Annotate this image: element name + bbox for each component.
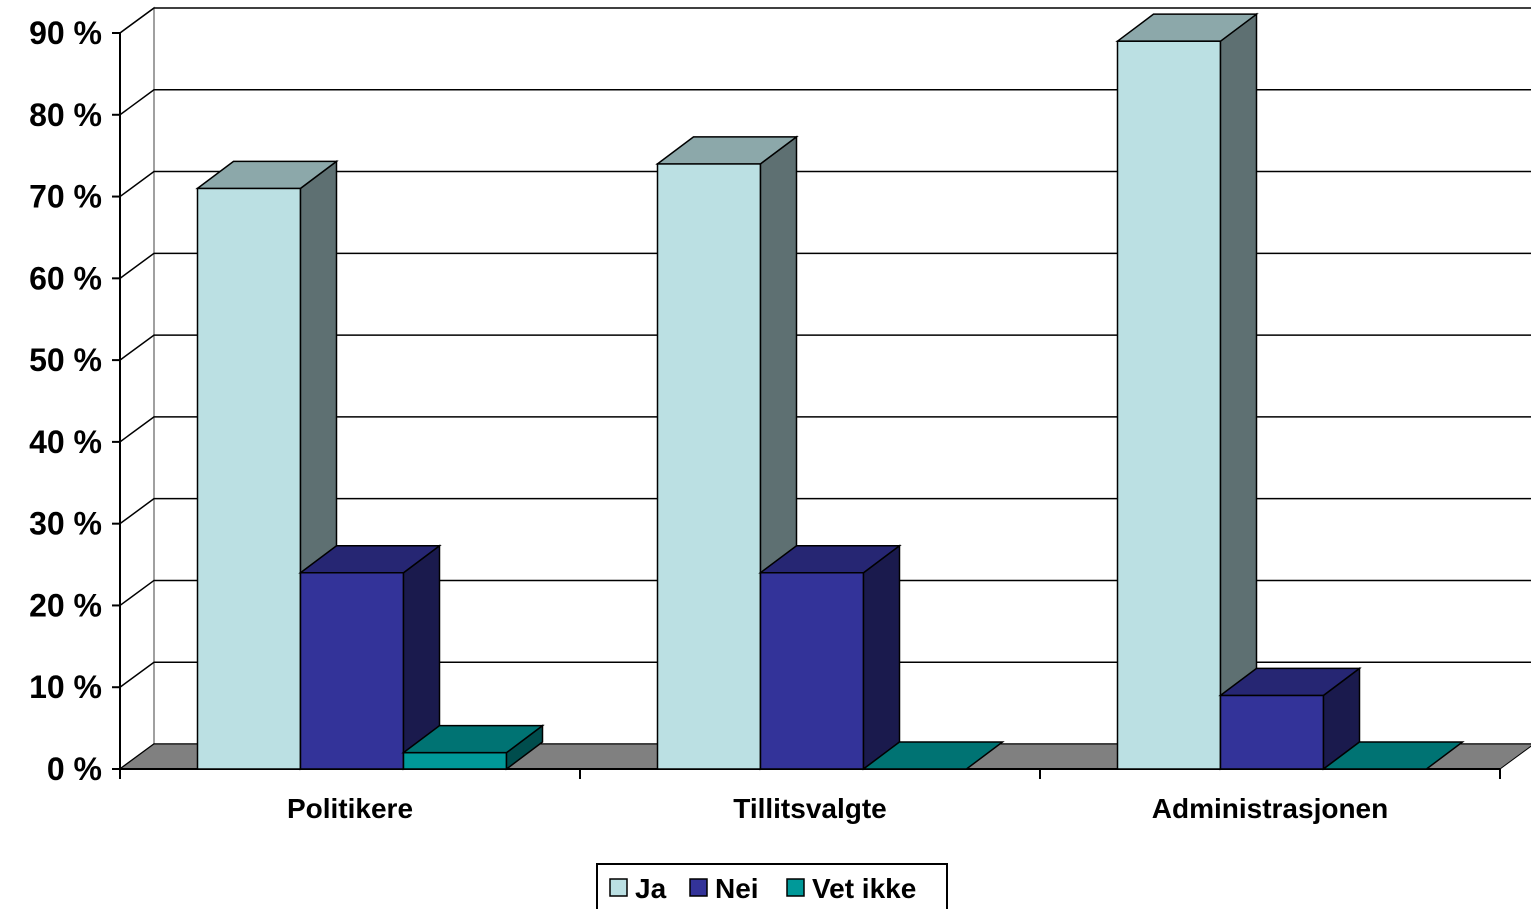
- legend-label: Vet ikke: [812, 873, 916, 904]
- category-label: Administrasjonen: [1152, 793, 1388, 824]
- gridline: [119, 7, 1531, 34]
- bar-top: [298, 544, 442, 574]
- y-tick-label: 30 %: [29, 506, 102, 542]
- gridline: [119, 252, 1531, 279]
- bar-top: [1218, 667, 1362, 697]
- bar-nei: [298, 544, 442, 771]
- bar-vet-ikke: [861, 741, 1005, 770]
- legend-swatch: [689, 878, 708, 897]
- y-tick-label: 60 %: [29, 260, 102, 296]
- bar-top: [758, 544, 902, 574]
- bar-nei: [1218, 666, 1362, 771]
- bar-side: [1219, 12, 1258, 771]
- y-tick-label: 90 %: [29, 15, 102, 51]
- y-tick-labels: 0 % 10 % 20 % 30 % 40 % 50 % 60 % 70 % 80 % 90 %: [29, 15, 102, 787]
- category-label: Politikere: [287, 793, 413, 824]
- gridline: [119, 334, 1531, 361]
- bar-front: [1219, 694, 1325, 770]
- bar-vet-ikke: [1321, 741, 1465, 770]
- y-tick-label: 0 %: [47, 751, 102, 787]
- gridline: [119, 89, 1531, 116]
- bar-top: [1321, 741, 1465, 770]
- y-tick-label: 40 %: [29, 424, 102, 460]
- bar-front: [196, 187, 302, 770]
- bar-front: [299, 571, 405, 770]
- side-wall: [119, 6, 155, 771]
- bar-top: [861, 741, 1005, 770]
- bar-front: [1116, 40, 1222, 770]
- y-tick-label: 70 %: [29, 179, 102, 215]
- bar-vet-ikke: [401, 724, 545, 771]
- gridline: [119, 661, 1531, 688]
- bars: [195, 12, 1465, 771]
- gridline: [119, 497, 1531, 525]
- bar-top: [401, 724, 545, 754]
- legend-label: Nei: [715, 873, 759, 904]
- bar-nei: [758, 544, 902, 771]
- bar-top: [1115, 13, 1259, 42]
- bar-top: [655, 136, 799, 165]
- legend-swatch: [786, 878, 805, 897]
- bar-front: [759, 571, 865, 770]
- y-tick-label: 10 %: [29, 669, 102, 705]
- bar-top: [195, 160, 339, 190]
- bar-ja: [1115, 12, 1259, 771]
- legend-label: Ja: [635, 873, 667, 904]
- gridline: [119, 170, 1531, 198]
- legend-box: [596, 863, 948, 909]
- legend-swatch: [609, 878, 628, 897]
- bar-front: [656, 163, 762, 770]
- category-label: Tillitsvalgte: [733, 793, 887, 824]
- y-tick-label: 20 %: [29, 587, 102, 623]
- gridline: [119, 416, 1531, 443]
- bar-front: [402, 751, 508, 770]
- x-category-labels: Politikere Tillitsvalgte Administrasjonen: [287, 793, 1388, 824]
- y-tick-label: 50 %: [29, 342, 102, 378]
- y-tick-label: 80 %: [29, 97, 102, 133]
- bar-side: [862, 544, 901, 771]
- legend: Ja Nei Vet ikke: [596, 863, 948, 909]
- gridline: [119, 579, 1531, 607]
